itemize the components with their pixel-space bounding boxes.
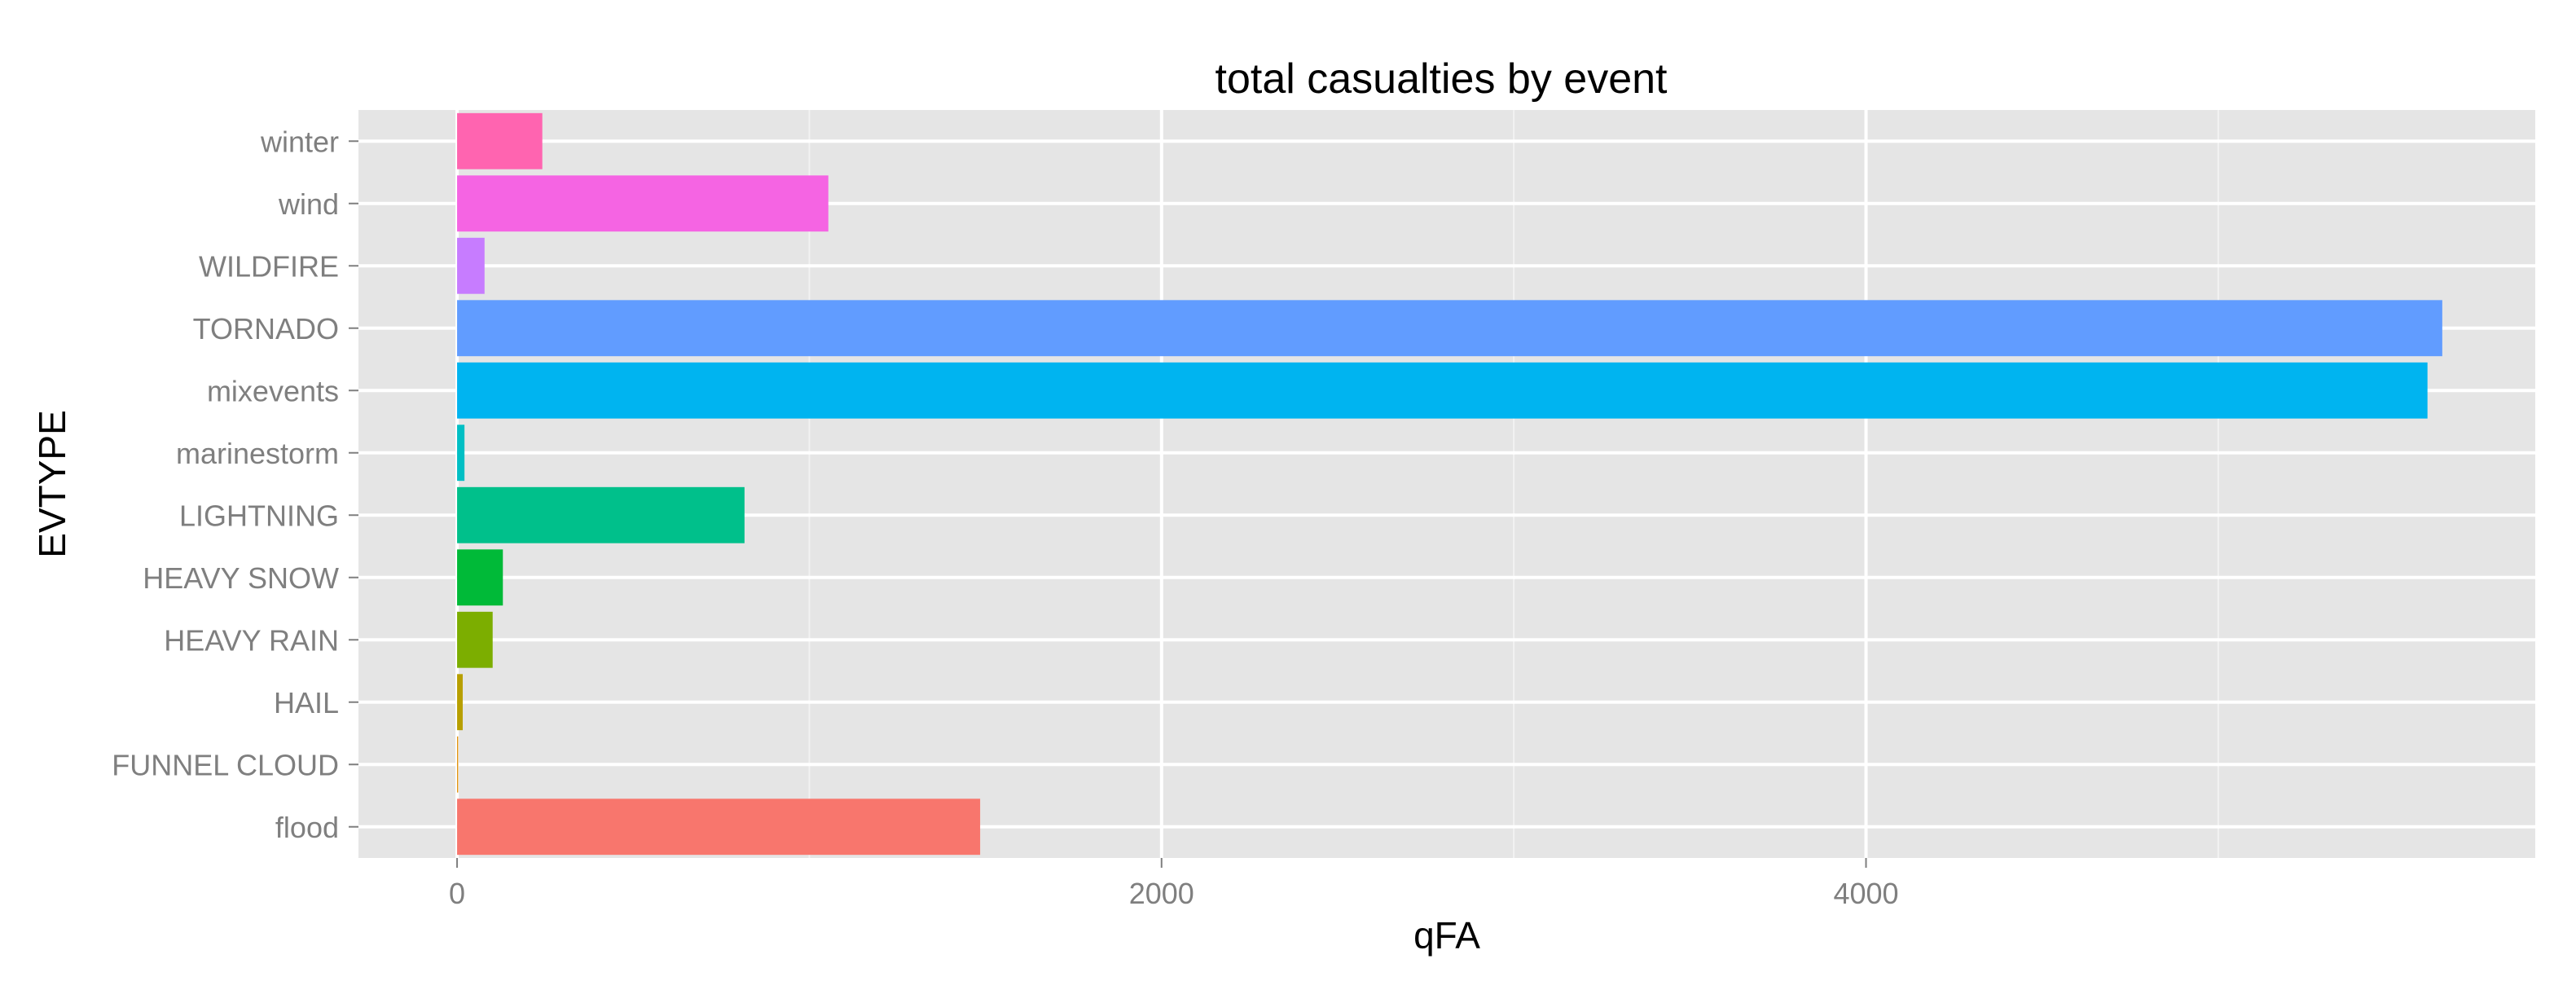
x-axis-title: qFA xyxy=(1413,914,1480,957)
y-tick-label: wind xyxy=(278,187,339,221)
y-axis-title: EVTYPE xyxy=(31,410,73,558)
bar-heavy-rain xyxy=(457,611,493,668)
y-tick-label: HEAVY RAIN xyxy=(164,623,339,657)
y-tick-label: HEAVY SNOW xyxy=(143,561,339,595)
y-tick-label: TORNADO xyxy=(193,312,339,345)
y-tick-label: LIGHTNING xyxy=(179,499,339,532)
x-tick-label: 2000 xyxy=(1129,877,1194,910)
plot-panel xyxy=(358,110,2535,858)
bar-marinestorm xyxy=(457,425,465,482)
y-axis: flood FUNNEL CLOUD HAIL HEAVY RAIN HEAVY SNO… xyxy=(112,125,358,844)
y-tick-label: HAIL xyxy=(274,686,339,719)
x-axis: 0 2000 4000 xyxy=(449,858,1899,910)
bar-wildfire xyxy=(457,237,485,294)
x-tick-label: 0 xyxy=(449,877,465,910)
bar-lightning xyxy=(457,486,745,543)
bar-tornado xyxy=(457,300,2442,357)
x-tick-label: 4000 xyxy=(1833,877,1898,910)
bar-hail xyxy=(457,674,463,731)
y-tick-label: mixevents xyxy=(207,374,339,407)
y-tick-label: marinestorm xyxy=(176,437,339,470)
bar-mixevents xyxy=(457,362,2428,419)
bar-funnel-cloud xyxy=(457,736,459,793)
bar-wind xyxy=(457,175,829,232)
y-tick-label: WILDFIRE xyxy=(199,249,339,283)
bar-heavy-snow xyxy=(457,549,503,606)
bars xyxy=(457,112,2442,856)
chart-title: total casualties by event xyxy=(1215,55,1668,103)
bar-flood xyxy=(457,798,981,856)
minor-gridlines xyxy=(808,110,2219,858)
bar-winter xyxy=(457,112,543,169)
y-tick-label: flood xyxy=(275,811,339,844)
y-tick-label: FUNNEL CLOUD xyxy=(112,748,339,781)
y-tick-label: winter xyxy=(260,125,339,158)
